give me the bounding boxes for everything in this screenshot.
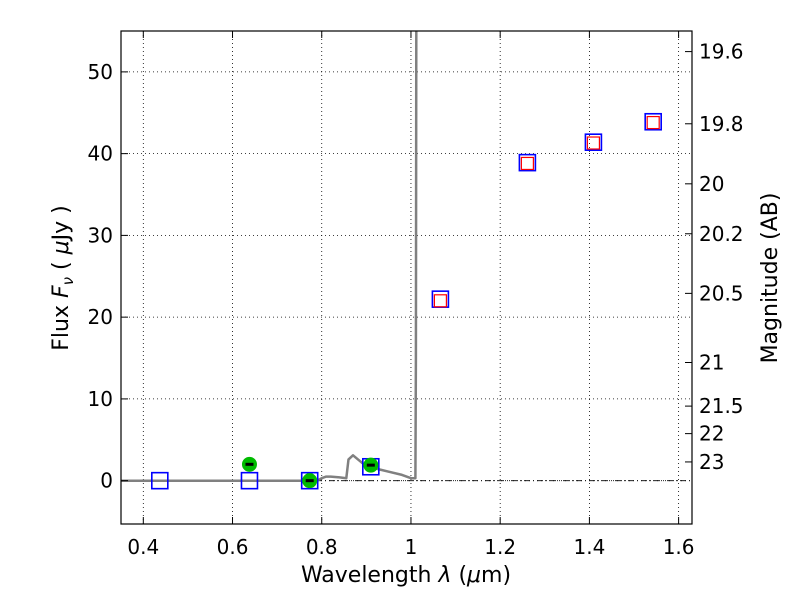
data-markers	[151, 112, 662, 490]
right-tick-label: 23	[699, 450, 724, 474]
axis-ticks: 0.4 0.6 0.8 1 1.2 1.4 1.6 0 10 20 30 40 50 19.6 19.8 20…	[88, 31, 744, 559]
y-axis-unit-open: (	[49, 254, 74, 277]
x-axis-label: Wavelength λ (μm)	[301, 563, 511, 588]
x-axis-mu-symbol: μ	[466, 563, 481, 588]
right-tick-label: 19.8	[699, 112, 744, 136]
y-axis-unit-close: Jy )	[49, 205, 74, 242]
x-axis-label-prefix: Wavelength	[301, 563, 439, 588]
model-flux-square	[520, 156, 534, 171]
y-tick-label: 10	[88, 387, 113, 411]
model-spectrum-line	[121, 30, 418, 482]
y-tick-label: 20	[88, 305, 113, 329]
model-flux-square	[646, 115, 660, 130]
x-tick-label: 1.4	[573, 535, 605, 559]
x-tick-label: 1	[405, 535, 418, 559]
y-axis-nu-subscript: ν	[59, 277, 77, 285]
y-axis-F-symbol: F	[49, 285, 74, 298]
observed-flux-square	[644, 112, 662, 131]
y-tick-label: 40	[88, 142, 113, 166]
y-axis-mu-symbol: μ	[49, 240, 74, 255]
y-tick-label: 50	[88, 60, 113, 84]
model-spectrum-layer	[121, 30, 418, 482]
x-tick-label: 1.2	[484, 535, 516, 559]
right-tick-label: 20	[699, 172, 724, 196]
right-tick-label: 22	[699, 422, 724, 446]
right-axis-label: Magnitude (AB)	[758, 193, 783, 364]
grid	[121, 31, 692, 524]
model-flux-square	[433, 294, 448, 308]
right-tick-label: 21.5	[699, 394, 744, 418]
right-tick-label: 20.2	[699, 222, 744, 246]
x-axis-unit-m: m)	[481, 563, 511, 588]
right-tick-label: 20.5	[699, 281, 744, 305]
y-tick-label: 0	[100, 469, 113, 493]
x-tick-label: 0.4	[127, 535, 159, 559]
y-tick-label: 30	[88, 223, 113, 247]
x-axis-unit: (	[451, 563, 467, 588]
y-axis-label-prefix: Flux	[49, 298, 74, 351]
right-tick-label: 19.6	[699, 40, 744, 64]
observed-flux-square	[240, 471, 259, 490]
y-axis-label: Flux Fν ( μJy )	[49, 205, 77, 350]
observed-flux-square	[518, 153, 537, 172]
x-tick-label: 0.6	[217, 535, 249, 559]
model-flux-square	[586, 136, 601, 150]
x-axis-lambda-symbol: λ	[437, 563, 451, 588]
x-tick-label: 1.6	[663, 535, 695, 559]
x-tick-label: 0.8	[306, 535, 338, 559]
observed-flux-square	[300, 471, 319, 490]
right-tick-label: 21	[699, 350, 724, 374]
plot-frame	[120, 30, 693, 525]
observed-flux-square	[151, 471, 169, 490]
observed-flux-square	[584, 133, 603, 151]
